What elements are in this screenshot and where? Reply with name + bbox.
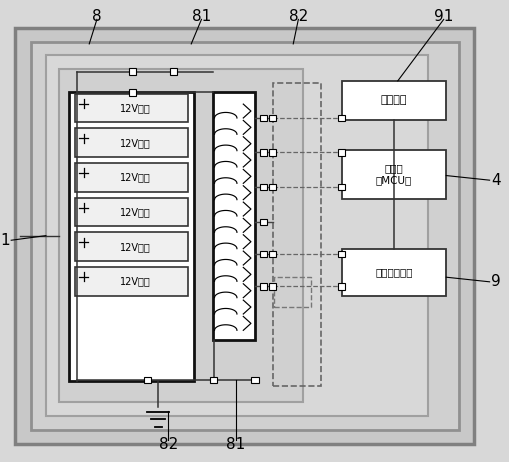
Bar — [260, 283, 267, 290]
Bar — [144, 377, 151, 383]
Bar — [31, 42, 458, 430]
Bar — [75, 163, 187, 192]
Bar — [75, 128, 187, 157]
Text: 9: 9 — [490, 274, 500, 289]
Text: 81: 81 — [191, 9, 211, 24]
Bar — [260, 184, 267, 190]
Bar — [337, 283, 344, 290]
Text: 81: 81 — [225, 437, 245, 452]
Text: 12V电池: 12V电池 — [120, 242, 151, 252]
Bar — [341, 249, 445, 296]
Bar — [75, 232, 187, 261]
Text: 12V电池: 12V电池 — [120, 138, 151, 148]
Bar — [260, 115, 267, 121]
Bar — [169, 68, 177, 75]
Bar — [269, 251, 276, 257]
Bar — [337, 184, 344, 190]
Text: 12V电池: 12V电池 — [120, 207, 151, 217]
Bar — [260, 251, 267, 257]
Bar — [269, 184, 276, 190]
Bar — [129, 89, 136, 96]
Text: 1: 1 — [1, 233, 10, 248]
Bar — [337, 115, 344, 121]
Bar — [59, 69, 303, 402]
Bar — [69, 92, 193, 381]
Bar — [269, 149, 276, 156]
Bar — [274, 277, 310, 307]
Bar — [269, 115, 276, 121]
Text: 4: 4 — [490, 173, 499, 188]
Bar — [213, 92, 254, 340]
Bar — [260, 149, 267, 156]
Bar — [269, 283, 276, 290]
Text: 电池管理装置: 电池管理装置 — [375, 267, 412, 278]
Text: 82: 82 — [288, 9, 307, 24]
Bar — [129, 68, 136, 75]
Bar — [337, 251, 344, 257]
Bar — [46, 55, 428, 416]
Text: 8: 8 — [92, 9, 101, 24]
Text: 12V电池: 12V电池 — [120, 172, 151, 182]
Bar — [272, 83, 321, 386]
Text: 12V电池: 12V电池 — [120, 276, 151, 286]
Bar — [75, 198, 187, 226]
Bar — [337, 149, 344, 156]
Bar — [341, 150, 445, 199]
Text: 82: 82 — [158, 437, 178, 452]
Text: 采样装置: 采样装置 — [380, 96, 406, 105]
Text: 91: 91 — [433, 9, 453, 24]
Text: 单片机
（MCU）: 单片机 （MCU） — [375, 164, 411, 185]
Bar — [75, 267, 187, 296]
Bar — [251, 377, 258, 383]
Bar — [341, 81, 445, 120]
Bar — [209, 377, 216, 383]
Text: 12V电池: 12V电池 — [120, 103, 151, 113]
Bar — [260, 219, 267, 225]
Bar — [75, 94, 187, 122]
